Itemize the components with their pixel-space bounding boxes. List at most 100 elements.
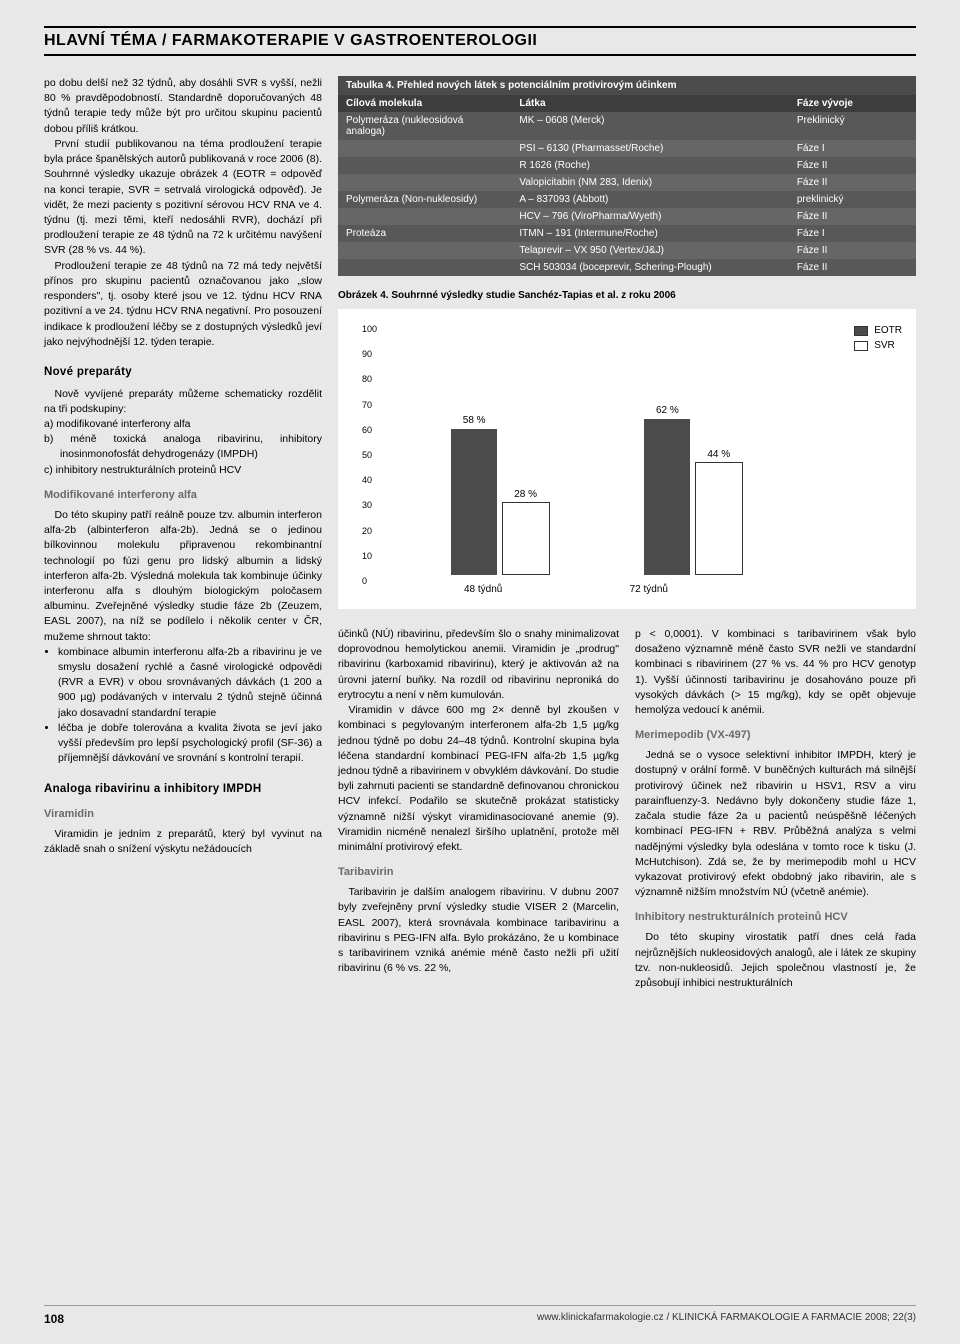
table-cell: Valopicitabin (NM 283, Idenix) bbox=[511, 174, 788, 191]
lower-col-1: účinků (NÚ) ribavirinu, především šlo o … bbox=[338, 627, 619, 991]
table-cell: Fáze II bbox=[789, 174, 916, 191]
chart-ytick: 0 bbox=[362, 576, 367, 586]
para: Prodloužení terapie ze 48 týdnů na 72 má… bbox=[44, 259, 322, 350]
chart-xtick: 48 týdnů bbox=[443, 584, 523, 595]
table-row: ProteázaITMN – 191 (Intermune/Roche)Fáze… bbox=[338, 225, 916, 242]
top-rule bbox=[44, 26, 916, 28]
table-row: Polymeráza (nukleosidová analoga)MK – 06… bbox=[338, 112, 916, 140]
chart-box: 58 %28 %62 %44 % EOTRSVR 010203040506070… bbox=[338, 309, 916, 609]
chart-plot-area: 58 %28 %62 %44 % bbox=[386, 323, 806, 575]
list-item: b) méně toxická analoga ribavirinu, inhi… bbox=[44, 432, 322, 462]
chart-bar-label: 58 % bbox=[451, 415, 497, 426]
table-cell: Fáze I bbox=[789, 225, 916, 242]
list-item: c) inhibitory nestrukturálních proteinů … bbox=[44, 463, 322, 478]
subhead-analoga-ribavirinu: Analoga ribavirinu a inhibitory IMPDH bbox=[44, 781, 322, 798]
table-caption: Tabulka 4. Přehled nových látek s potenc… bbox=[338, 76, 916, 95]
chart-legend-swatch bbox=[854, 341, 868, 351]
para: Jedná se o vysoce selektivní inhibitor I… bbox=[635, 748, 916, 900]
chart-bar-label: 44 % bbox=[696, 449, 742, 460]
para: Viramidin v dávce 600 mg 2× denně byl zk… bbox=[338, 703, 619, 855]
table-cell bbox=[338, 157, 511, 174]
subhead-inhibitory-nestrukturalnich: Inhibitory nestrukturálních proteinů HCV bbox=[635, 910, 916, 926]
subhead-modifikovane-interferony: Modifikované interferony alfa bbox=[44, 488, 322, 504]
chart-bar: 44 % bbox=[695, 462, 743, 575]
drug-table-wrap: Tabulka 4. Přehled nových látek s potenc… bbox=[338, 76, 916, 276]
chart-bar: 28 % bbox=[502, 502, 550, 575]
left-column: po dobu delší než 32 týdnů, aby dosáhli … bbox=[44, 76, 322, 991]
chart-legend-label: EOTR bbox=[874, 325, 902, 336]
table-cell: ITMN – 191 (Intermune/Roche) bbox=[511, 225, 788, 242]
table-row: Valopicitabin (NM 283, Idenix)Fáze II bbox=[338, 174, 916, 191]
lettered-list: a) modifikované interferony alfa b) méně… bbox=[44, 417, 322, 478]
table-cell: preklinický bbox=[789, 191, 916, 208]
chart-bar-label: 28 % bbox=[503, 489, 549, 500]
table-row: Telaprevir – VX 950 (Vertex/J&J)Fáze II bbox=[338, 242, 916, 259]
right-column: Tabulka 4. Přehled nových látek s potenc… bbox=[338, 76, 916, 991]
table-row: HCV – 796 (ViroPharma/Wyeth)Fáze II bbox=[338, 208, 916, 225]
chart-xtick: 72 týdnů bbox=[609, 584, 689, 595]
table-cell: Preklinický bbox=[789, 112, 916, 140]
table-header: Fáze vývoje bbox=[789, 95, 916, 112]
table-cell bbox=[338, 140, 511, 157]
table-cell bbox=[338, 242, 511, 259]
table-cell: Telaprevir – VX 950 (Vertex/J&J) bbox=[511, 242, 788, 259]
chart-bar: 62 % bbox=[644, 419, 690, 575]
table-cell: Proteáza bbox=[338, 225, 511, 242]
chart-legend-swatch bbox=[854, 326, 868, 336]
page-number: 108 bbox=[44, 1312, 64, 1326]
table-cell: Fáze II bbox=[789, 242, 916, 259]
table-cell bbox=[338, 208, 511, 225]
para: Viramidin je jedním z preparátů, který b… bbox=[44, 827, 322, 857]
lower-columns: účinků (NÚ) ribavirinu, především šlo o … bbox=[338, 627, 916, 991]
table-body: Polymeráza (nukleosidová analoga)MK – 06… bbox=[338, 112, 916, 276]
table-cell: PSI – 6130 (Pharmasset/Roche) bbox=[511, 140, 788, 157]
list-item: kombinace albumin interferonu alfa-2b a … bbox=[58, 645, 322, 721]
headline: HLAVNÍ TÉMA / FARMAKOTERAPIE V GASTROENT… bbox=[44, 32, 916, 50]
table-header: Cílová molekula bbox=[338, 95, 511, 112]
chart-ytick: 60 bbox=[362, 425, 372, 435]
table-cell: Fáze II bbox=[789, 259, 916, 276]
table-cell: Fáze II bbox=[789, 208, 916, 225]
para: účinků (NÚ) ribavirinu, především šlo o … bbox=[338, 627, 619, 703]
table-header: Látka bbox=[511, 95, 788, 112]
list-item: a) modifikované interferony alfa bbox=[44, 417, 322, 432]
table-header-row: Cílová molekula Látka Fáze vývoje bbox=[338, 95, 916, 112]
table-cell bbox=[338, 174, 511, 191]
table-cell: A – 837093 (Abbott) bbox=[511, 191, 788, 208]
chart-ytick: 10 bbox=[362, 551, 372, 561]
para: po dobu delší než 32 týdnů, aby dosáhli … bbox=[44, 76, 322, 137]
para: Do této skupiny patří reálně pouze tzv. … bbox=[44, 508, 322, 645]
chart-caption: Obrázek 4. Souhrnné výsledky studie Sanc… bbox=[338, 290, 916, 301]
chart-ytick: 80 bbox=[362, 374, 372, 384]
subhead-nove-preparaty: Nové preparáty bbox=[44, 364, 322, 381]
drug-table: Cílová molekula Látka Fáze vývoje Polyme… bbox=[338, 95, 916, 276]
table-row: R 1626 (Roche)Fáze II bbox=[338, 157, 916, 174]
chart-bar: 58 % bbox=[451, 429, 497, 575]
chart-ytick: 30 bbox=[362, 500, 372, 510]
para: p < 0,0001). V kombinaci s taribavirinem… bbox=[635, 627, 916, 718]
table-row: SCH 503034 (boceprevir, Schering-Plough)… bbox=[338, 259, 916, 276]
table-row: PSI – 6130 (Pharmasset/Roche)Fáze I bbox=[338, 140, 916, 157]
subhead-taribavirin: Taribavirin bbox=[338, 865, 619, 881]
chart-ytick: 40 bbox=[362, 475, 372, 485]
chart-ytick: 20 bbox=[362, 526, 372, 536]
footer-source: www.klinickafarmakologie.cz / KLINICKÁ F… bbox=[537, 1312, 916, 1326]
para: Nově vyvíjené preparáty můžeme schematic… bbox=[44, 387, 322, 417]
table-cell: HCV – 796 (ViroPharma/Wyeth) bbox=[511, 208, 788, 225]
subhead-viramidin: Viramidin bbox=[44, 807, 322, 823]
table-cell: Polymeráza (nukleosidová analoga) bbox=[338, 112, 511, 140]
table-row: Polymeráza (Non-nukleosidy)A – 837093 (A… bbox=[338, 191, 916, 208]
chart-ytick: 50 bbox=[362, 450, 372, 460]
page: HLAVNÍ TÉMA / FARMAKOTERAPIE V GASTROENT… bbox=[0, 0, 960, 1344]
table-cell: Fáze I bbox=[789, 140, 916, 157]
table-cell: MK – 0608 (Merck) bbox=[511, 112, 788, 140]
table-cell: Fáze II bbox=[789, 157, 916, 174]
subhead-merimepodib: Merimepodib (VX-497) bbox=[635, 728, 916, 744]
bullet-list: kombinace albumin interferonu alfa-2b a … bbox=[44, 645, 322, 767]
chart-ytick: 90 bbox=[362, 349, 372, 359]
para: Do této skupiny virostatik patří dnes ce… bbox=[635, 930, 916, 991]
chart-legend-item: EOTR bbox=[854, 325, 902, 336]
under-rule bbox=[44, 54, 916, 56]
para: Taribavirin je dalším analogem ribavirin… bbox=[338, 885, 619, 976]
chart-ytick: 70 bbox=[362, 400, 372, 410]
